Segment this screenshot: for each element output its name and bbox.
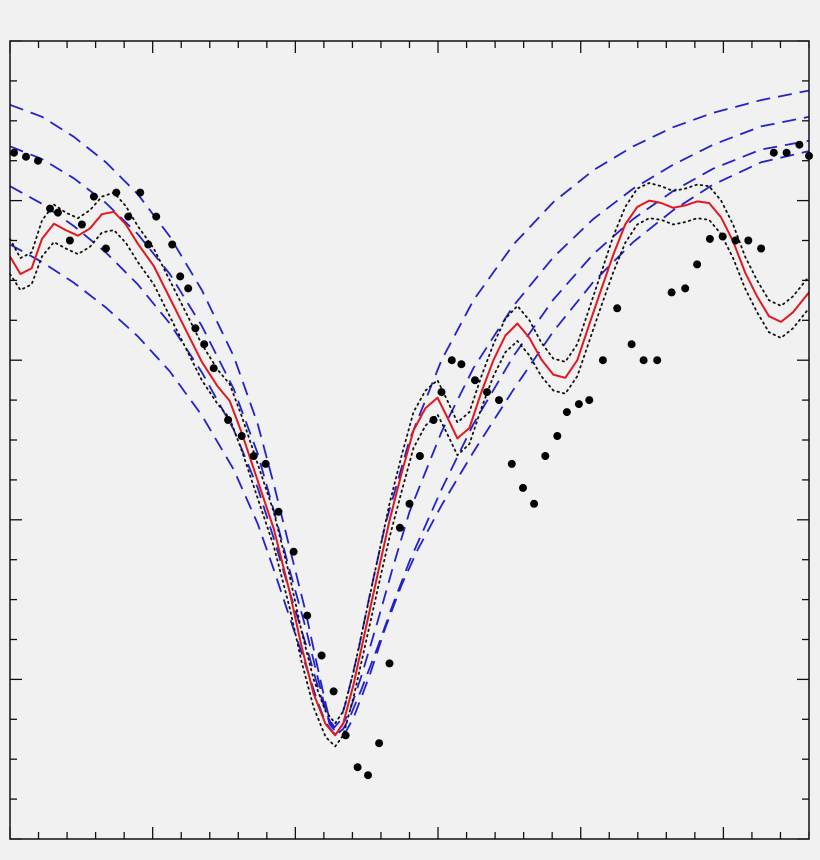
data-point (353, 763, 362, 772)
data-point (176, 272, 185, 281)
data-point (136, 188, 145, 197)
data-point (744, 236, 753, 245)
data-point (237, 432, 246, 440)
plot-frame (9, 40, 810, 840)
data-point (530, 499, 539, 508)
data-point (415, 452, 424, 460)
dashed-curve-2 (9, 139, 810, 735)
data-point (395, 523, 404, 532)
data-point (519, 483, 527, 492)
data-point (757, 244, 766, 253)
data-point (429, 416, 438, 424)
data-point (65, 236, 74, 245)
data-point (53, 208, 62, 217)
data-point (22, 152, 30, 161)
data-point (639, 356, 648, 365)
data-point (261, 459, 270, 468)
data-point (457, 360, 466, 369)
data-point (447, 356, 456, 365)
data-point (574, 400, 583, 409)
data-point (653, 356, 662, 365)
data-point (667, 288, 676, 297)
data-point (341, 731, 350, 740)
data-point (507, 459, 516, 468)
data-points (10, 140, 813, 780)
data-point (34, 156, 42, 165)
data-point (303, 611, 312, 620)
dotted-band-4 (9, 182, 810, 725)
fit-curve (9, 199, 810, 737)
data-point (184, 284, 193, 293)
data-point (200, 340, 209, 349)
data-point (46, 204, 54, 213)
data-point (693, 260, 702, 269)
data-point (681, 284, 690, 293)
data-point (124, 212, 133, 221)
data-point (613, 304, 622, 313)
data-point (152, 212, 161, 221)
data-point (627, 340, 636, 349)
data-point (385, 659, 394, 668)
data-point (101, 244, 110, 253)
dashed-curve-3 (9, 150, 810, 737)
data-point (89, 192, 98, 201)
data-point (144, 240, 153, 249)
data-point (437, 388, 446, 397)
data-point (249, 452, 258, 460)
data-point (495, 396, 503, 405)
data-point (375, 739, 384, 748)
data-point (10, 148, 18, 157)
data-point (168, 240, 177, 249)
data-point (471, 376, 479, 385)
data-point (191, 324, 200, 333)
data-point (224, 416, 233, 424)
data-point (112, 188, 121, 197)
data-point (795, 140, 804, 149)
data-point (289, 547, 298, 556)
data-point (483, 388, 491, 397)
data-point (562, 408, 571, 417)
data-point (405, 499, 414, 508)
data-point (77, 220, 86, 229)
data-point (274, 507, 283, 516)
data-point (329, 687, 338, 696)
data-point (553, 432, 562, 440)
data-point (598, 356, 607, 365)
data-point (541, 452, 550, 460)
data-point (731, 236, 740, 245)
data-point (718, 232, 727, 241)
data-point (364, 771, 372, 780)
data-point (769, 148, 778, 157)
data-point (705, 234, 714, 243)
series-layer (9, 89, 813, 780)
data-point (585, 396, 594, 405)
data-point (782, 148, 791, 157)
data-point (209, 364, 218, 373)
dotted-band-5 (9, 217, 810, 748)
data-point (317, 651, 326, 660)
